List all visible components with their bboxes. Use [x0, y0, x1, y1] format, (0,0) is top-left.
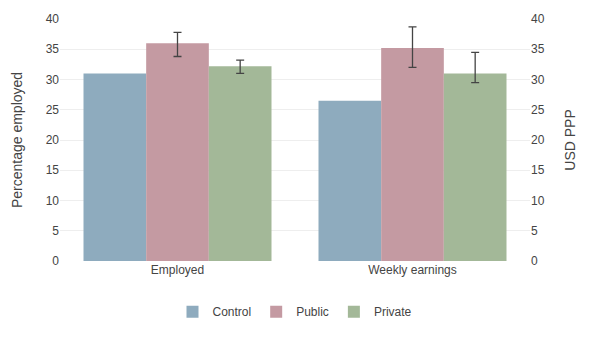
svg-text:35: 35	[46, 42, 60, 56]
svg-text:20: 20	[46, 133, 60, 147]
svg-text:15: 15	[531, 163, 545, 177]
svg-text:40: 40	[46, 12, 60, 26]
svg-text:Private: Private	[374, 305, 412, 319]
svg-text:Weekly earnings: Weekly earnings	[368, 263, 457, 277]
svg-text:15: 15	[46, 163, 60, 177]
svg-text:10: 10	[46, 194, 60, 208]
svg-text:Control: Control	[213, 305, 252, 319]
svg-text:0: 0	[531, 254, 538, 268]
svg-text:USD PPP: USD PPP	[562, 109, 578, 170]
svg-text:Percentage employed: Percentage employed	[9, 72, 25, 208]
svg-text:25: 25	[46, 103, 60, 117]
svg-text:35: 35	[531, 42, 545, 56]
svg-text:20: 20	[531, 133, 545, 147]
svg-text:Public: Public	[296, 305, 329, 319]
svg-text:30: 30	[46, 73, 60, 87]
svg-text:5: 5	[52, 224, 59, 238]
svg-text:25: 25	[531, 103, 545, 117]
svg-text:Employed: Employed	[151, 263, 204, 277]
svg-text:30: 30	[531, 73, 545, 87]
svg-text:40: 40	[531, 12, 545, 26]
svg-text:0: 0	[52, 254, 59, 268]
svg-text:10: 10	[531, 194, 545, 208]
svg-text:5: 5	[531, 224, 538, 238]
